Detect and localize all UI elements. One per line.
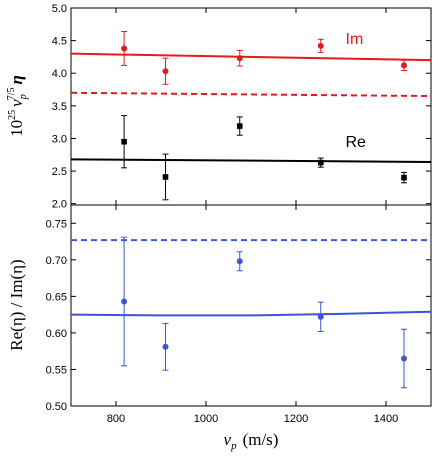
xlabel-var: v [224, 430, 232, 449]
bottom-ytick-label: 0.50 [46, 401, 67, 413]
xtick-label: 1000 [194, 413, 218, 425]
ylabel-coef: 10 [7, 120, 26, 137]
ylabel-sub: p [18, 94, 29, 100]
x-axis-label: vp (m/s) [224, 430, 279, 452]
top-fit-line-0 [70, 52, 432, 62]
top-point-Im [401, 62, 407, 69]
bottom-point-ratio [162, 343, 169, 350]
bottom-ytick-label: 0.65 [46, 291, 67, 303]
bottom-panel-frame [70, 204, 432, 407]
ylabel-var: v [7, 99, 26, 107]
top-point-Re [401, 174, 407, 181]
bottom-ytick-label: 0.55 [46, 364, 67, 376]
bottom-ytick-label: 0.60 [46, 328, 67, 340]
top-ytick-label: 5.0 [52, 3, 67, 15]
top-ytick-label: 3.5 [52, 101, 67, 113]
bottom-fit-line-1 [70, 310, 432, 317]
top-y-axis-label: 1025 vp7/5 η [6, 75, 29, 137]
top-ytick-label: 2.0 [52, 199, 67, 211]
xtick-label: 800 [107, 413, 125, 425]
annotation-re: Re [346, 134, 367, 151]
xtick-label: 1400 [374, 413, 398, 425]
bottom-point-ratio [317, 313, 324, 320]
ylabel-eta: η [7, 75, 26, 84]
bottom-y-axis-label: Re(η) / Im(η) [7, 259, 26, 350]
top-point-Re [162, 174, 169, 180]
top-ytick-label: 4.5 [52, 36, 67, 48]
bottom-point-ratio [121, 298, 128, 305]
top-ytick-label: 2.5 [52, 166, 67, 178]
top-point-Im [121, 45, 128, 52]
top-point-Re [317, 159, 324, 166]
top-point-Im [317, 42, 324, 49]
top-fit-line-1 [70, 91, 432, 98]
svg-text:1025vp7/5η: 1025 vp7/5 η [6, 75, 29, 137]
svg-text:Re(η) / Im(η): Re(η) / Im(η) [7, 259, 26, 350]
bottom-lines [70, 239, 432, 317]
bottom-ytick-label: 0.75 [46, 218, 67, 230]
top-ytick-label: 3.0 [52, 133, 67, 145]
top-lines [70, 52, 432, 163]
bottom-points [121, 236, 407, 389]
top-panel-frame [70, 7, 432, 206]
top-ytick-label: 4.0 [52, 68, 67, 80]
bottom-ytick-label: 0.70 [46, 255, 67, 267]
bottom-point-ratio [401, 355, 407, 362]
top-fit-line-2 [70, 158, 432, 163]
top-point-Re [236, 123, 243, 129]
bottom-ticks: 0.50 0.55 0.60 0.65 0.70 0.75 800 1000 1200 1400 [46, 205, 431, 425]
xlabel-sub: p [230, 440, 237, 452]
ylabel-pow: 7/5 [6, 88, 17, 101]
ylabel-exp: 25 [7, 110, 18, 120]
top-points [121, 30, 407, 201]
xlabel-unit: (m/s) [243, 430, 279, 449]
top-point-Re [121, 138, 127, 145]
top-point-Im [162, 68, 169, 75]
bottom-point-ratio [236, 258, 243, 265]
xtick-label: 1200 [284, 413, 308, 425]
top-ticks: 2.0 2.5 3.0 3.5 4.0 4.5 5.0 [52, 3, 431, 211]
annotation-im: Im [346, 31, 364, 48]
top-point-Im [236, 55, 243, 62]
